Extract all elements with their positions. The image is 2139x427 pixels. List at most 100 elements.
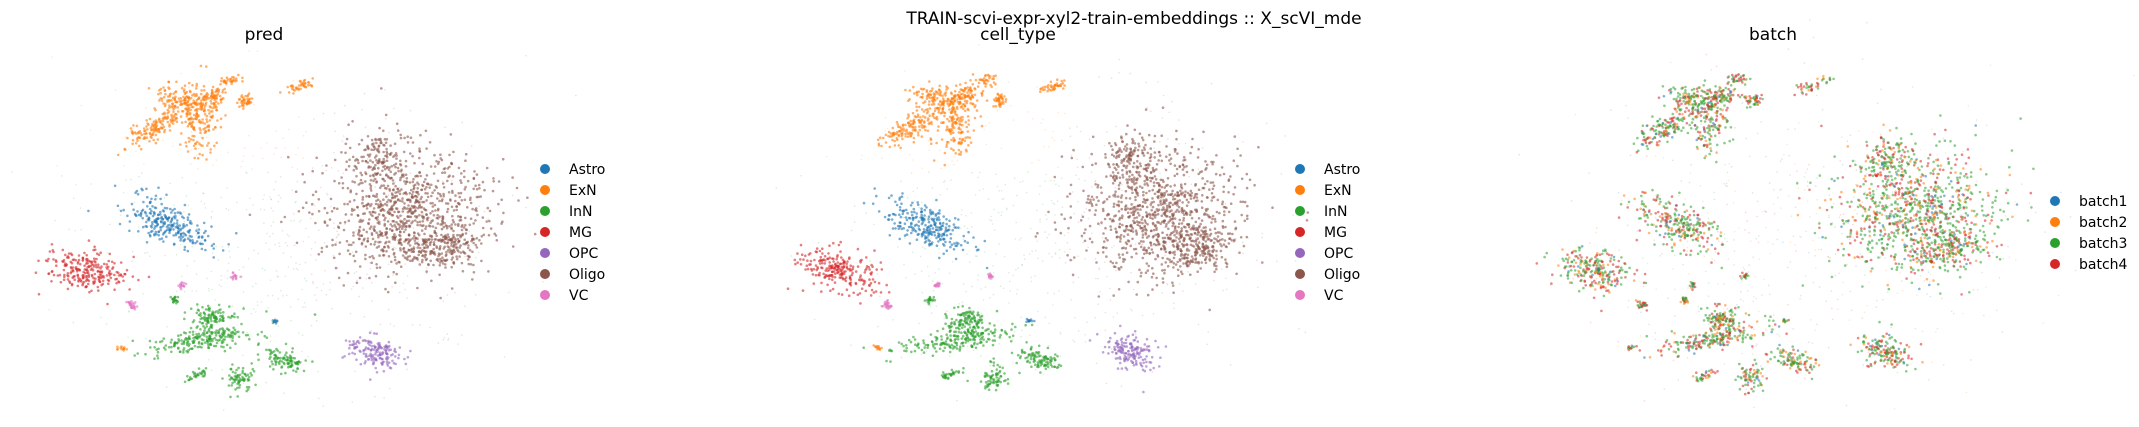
scatter-point bbox=[80, 280, 83, 283]
scatter-point bbox=[387, 254, 391, 258]
scatter-point bbox=[392, 188, 395, 191]
scatter-point bbox=[288, 354, 292, 358]
scatter-point bbox=[260, 147, 263, 149]
scatter-point bbox=[144, 252, 146, 254]
scatter-point bbox=[461, 334, 463, 336]
scatter-point bbox=[475, 237, 479, 240]
scatter-point bbox=[359, 362, 363, 366]
scatter-point bbox=[437, 160, 441, 164]
scatter-point bbox=[1050, 199, 1053, 202]
scatter-point bbox=[220, 279, 222, 281]
scatter-point bbox=[341, 182, 345, 185]
scatter-point bbox=[218, 284, 221, 286]
scatter-point bbox=[1175, 167, 1179, 171]
scatter-point bbox=[210, 93, 214, 97]
scatter-point bbox=[383, 144, 386, 147]
scatter-point bbox=[186, 264, 188, 267]
scatter-point bbox=[1134, 208, 1138, 211]
scatter-point bbox=[1185, 198, 1189, 202]
scatter-point bbox=[1124, 225, 1128, 228]
scatter-point bbox=[906, 196, 909, 199]
scatter-point bbox=[468, 198, 472, 202]
scatter-point bbox=[150, 197, 153, 201]
scatter-point bbox=[919, 255, 922, 258]
scatter-point bbox=[374, 202, 378, 206]
scatter-point bbox=[105, 266, 108, 269]
scatter-point bbox=[350, 288, 353, 290]
scatter-point bbox=[1070, 154, 1073, 157]
scatter-point bbox=[207, 307, 211, 310]
scatter-point bbox=[1086, 321, 1088, 324]
scatter-point bbox=[51, 56, 53, 58]
scatter-point bbox=[1180, 210, 1183, 213]
scatter-point bbox=[198, 127, 202, 130]
scatter-point bbox=[1242, 141, 1244, 143]
scatter-point bbox=[1200, 261, 1203, 264]
scatter-point bbox=[374, 137, 377, 141]
scatter-point bbox=[1135, 216, 1139, 219]
scatter-point bbox=[1140, 218, 1143, 221]
scatter-point bbox=[220, 285, 223, 288]
scatter-point bbox=[216, 92, 220, 96]
scatter-point bbox=[292, 92, 295, 95]
scatter-point bbox=[266, 232, 268, 235]
scatter-point bbox=[426, 218, 429, 222]
scatter-point bbox=[186, 237, 190, 240]
scatter-point bbox=[212, 128, 215, 131]
scatter-point bbox=[401, 200, 404, 203]
scatter-point bbox=[1137, 221, 1140, 224]
scatter-point bbox=[385, 232, 388, 235]
scatter-point bbox=[47, 272, 50, 276]
scatter-point bbox=[230, 339, 232, 341]
scatter-point bbox=[391, 179, 395, 182]
scatter-point bbox=[296, 168, 299, 170]
scatter-point bbox=[315, 156, 319, 160]
scatter-point bbox=[125, 348, 129, 351]
scatter-point bbox=[961, 209, 963, 211]
scatter-point bbox=[338, 241, 342, 244]
scatter-point bbox=[1165, 155, 1168, 158]
scatter-point bbox=[1054, 214, 1056, 216]
scatter-point bbox=[1141, 186, 1144, 190]
scatter-point bbox=[1222, 172, 1226, 176]
scatter-point bbox=[390, 164, 394, 168]
scatter-point bbox=[99, 273, 103, 277]
scatter-point bbox=[212, 256, 215, 259]
scatter-point bbox=[1171, 203, 1175, 207]
scatter-point bbox=[448, 225, 451, 228]
scatter-point bbox=[145, 220, 148, 224]
scatter-point bbox=[131, 250, 134, 253]
scatter-point bbox=[379, 353, 382, 357]
scatter-point bbox=[268, 357, 271, 361]
scatter-point bbox=[384, 287, 387, 291]
scatter-point bbox=[288, 235, 291, 237]
scatter-point bbox=[303, 180, 306, 184]
scatter-point bbox=[1212, 160, 1215, 164]
scatter-point bbox=[150, 125, 154, 128]
scatter-point bbox=[175, 120, 179, 123]
scatter-point bbox=[1141, 221, 1144, 225]
scatter-point bbox=[176, 295, 180, 299]
scatter-point bbox=[205, 136, 208, 139]
scatter-point bbox=[1053, 180, 1055, 182]
scatter-point bbox=[369, 378, 372, 381]
scatter-point bbox=[1166, 264, 1170, 268]
scatter-point bbox=[1013, 177, 1016, 179]
scatter-point bbox=[508, 291, 510, 294]
scatter-point bbox=[119, 261, 123, 264]
scatter-point bbox=[497, 180, 501, 183]
scatter-point bbox=[363, 212, 367, 215]
scatter-point bbox=[1183, 158, 1187, 162]
scatter-point bbox=[1213, 217, 1217, 221]
scatter-point bbox=[1021, 264, 1023, 266]
scatter-point bbox=[52, 258, 55, 261]
scatter-point bbox=[1155, 283, 1159, 287]
scatter-point bbox=[234, 388, 237, 391]
scatter-point bbox=[395, 262, 398, 265]
scatter-point bbox=[442, 235, 445, 239]
scatter-point bbox=[1084, 258, 1086, 260]
scatter-point bbox=[1097, 295, 1101, 298]
scatter-point bbox=[1153, 151, 1157, 154]
scatter-point bbox=[90, 289, 93, 293]
scatter-point bbox=[1213, 227, 1217, 230]
